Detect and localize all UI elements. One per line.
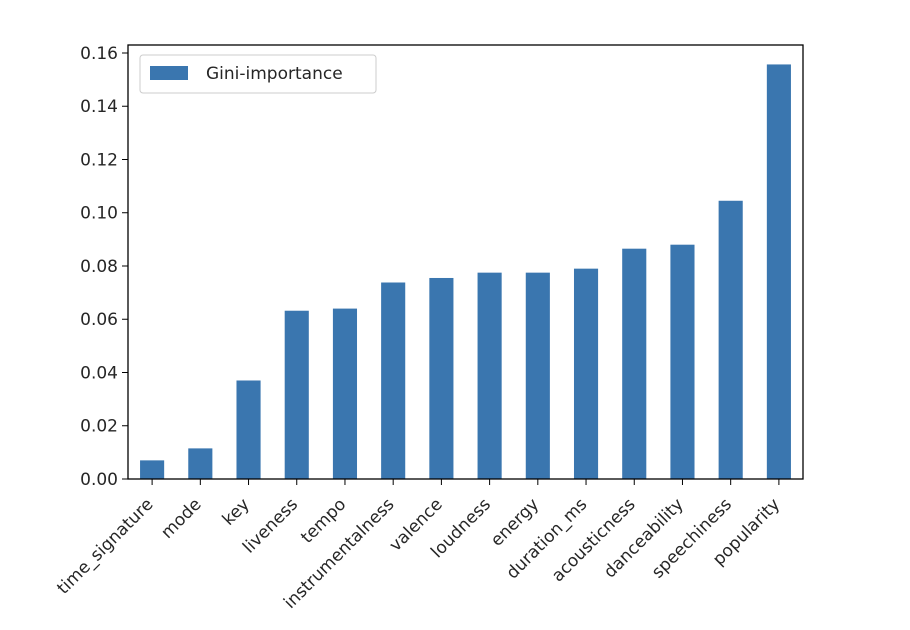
bar-loudness: [477, 272, 502, 479]
x-axis: time_signature mode keylivenesstempoinstru…: [53, 479, 784, 613]
legend-label: Gini-importance: [206, 64, 343, 84]
plot-frame: [127, 44, 804, 480]
y-tick-label: 0.04: [80, 363, 118, 383]
bar-speechiness: [718, 200, 743, 479]
bar-valence: [429, 277, 454, 479]
bar-danceability: [670, 244, 695, 479]
bars-group: [140, 64, 791, 479]
bar-time_signature: [140, 460, 165, 479]
y-tick-label: 0.16: [80, 44, 118, 64]
x-tick-label: acousticness: [548, 495, 640, 587]
y-tick-label: 0.14: [80, 97, 118, 117]
y-tick-label: 0.02: [80, 417, 118, 437]
bar-popularity: [766, 64, 791, 479]
x-tick-label: key: [219, 495, 254, 530]
y-tick-label: 0.10: [80, 204, 118, 224]
bar-liveness: [284, 310, 309, 479]
bar-duration_ms: [573, 268, 599, 479]
legend-swatch: [150, 66, 188, 80]
bar-mode: [188, 448, 213, 479]
x-tick-label: mode: [157, 495, 205, 543]
legend-box: [139, 54, 377, 94]
y-tick-label: 0.06: [80, 310, 118, 330]
bar-energy: [525, 272, 550, 479]
bar-key: [236, 380, 261, 479]
y-tick-label: 0.00: [80, 470, 118, 490]
legend: Gini-importance: [139, 54, 377, 94]
y-tick-label: 0.08: [80, 257, 118, 277]
y-axis: 0.00 0.02 0.04 0.06 0.08 0.10 0.12 0.14 0.16: [80, 44, 128, 490]
bar-acousticness: [622, 248, 647, 479]
y-tick-label: 0.12: [80, 150, 118, 170]
bar-instrumentalness: [381, 282, 406, 479]
x-tick-label: time_signature: [53, 495, 157, 599]
bar-tempo: [332, 308, 358, 479]
